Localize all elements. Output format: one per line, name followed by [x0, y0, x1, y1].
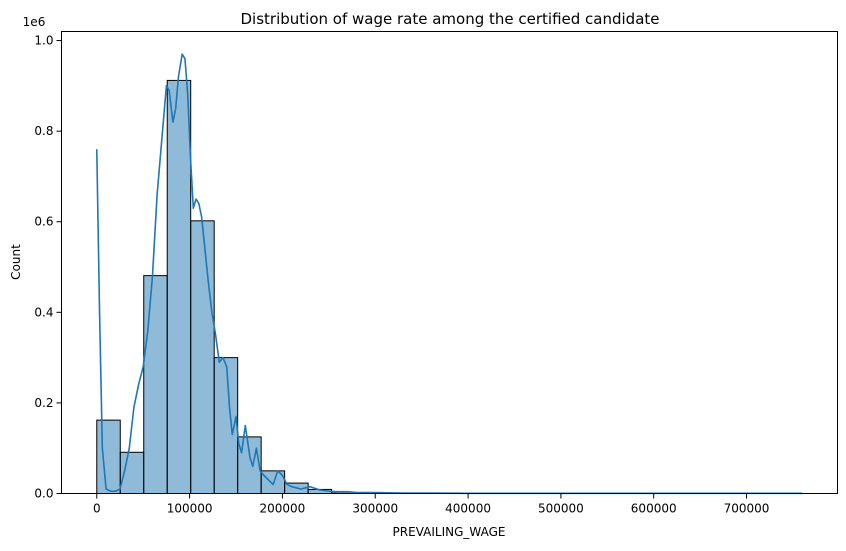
- x-tick-label: 500000: [538, 502, 584, 516]
- x-tick-label: 100000: [167, 502, 213, 516]
- histogram-bar: [191, 221, 214, 494]
- x-tick-label: 600000: [631, 502, 677, 516]
- y-axis-offset-label: 1e6: [23, 15, 46, 29]
- histogram-bar: [167, 80, 190, 493]
- y-tick-label: 0.2: [34, 396, 53, 410]
- y-axis-label: Count: [9, 244, 23, 280]
- x-axis-label: PREVAILING_WAGE: [393, 525, 506, 539]
- y-tick-label: 0.6: [34, 215, 53, 229]
- x-tick-label: 200000: [260, 502, 306, 516]
- x-axis-ticks: 0 100000 200000 300000 400000 500000 600000 700…: [93, 494, 769, 516]
- y-tick-label: 1.0: [34, 34, 53, 48]
- x-tick-label: 300000: [352, 502, 398, 516]
- histogram-bar: [97, 420, 120, 493]
- y-tick-label: 0.8: [34, 124, 53, 138]
- chart-title: Distribution of wage rate among the cert…: [241, 10, 660, 28]
- x-tick-label: 400000: [445, 502, 491, 516]
- y-tick-label: 0.0: [34, 487, 53, 501]
- histogram-bar: [238, 437, 261, 494]
- y-axis-ticks: 0.0 0.2 0.4 0.6 0.8 1.0: [34, 34, 61, 501]
- x-tick-label: 700000: [724, 502, 770, 516]
- y-tick-label: 0.4: [34, 305, 53, 319]
- histogram-bar: [144, 276, 167, 494]
- x-tick-label: 0: [93, 502, 101, 516]
